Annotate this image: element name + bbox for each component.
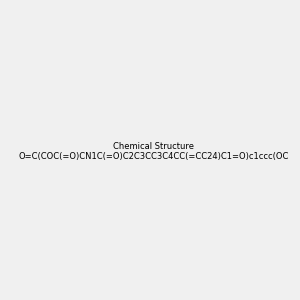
Text: Chemical Structure
O=C(COC(=O)CN1C(=O)C2C3CC3C4CC(=CC24)C1=O)c1ccc(OC: Chemical Structure O=C(COC(=O)CN1C(=O)C2…: [19, 142, 289, 161]
